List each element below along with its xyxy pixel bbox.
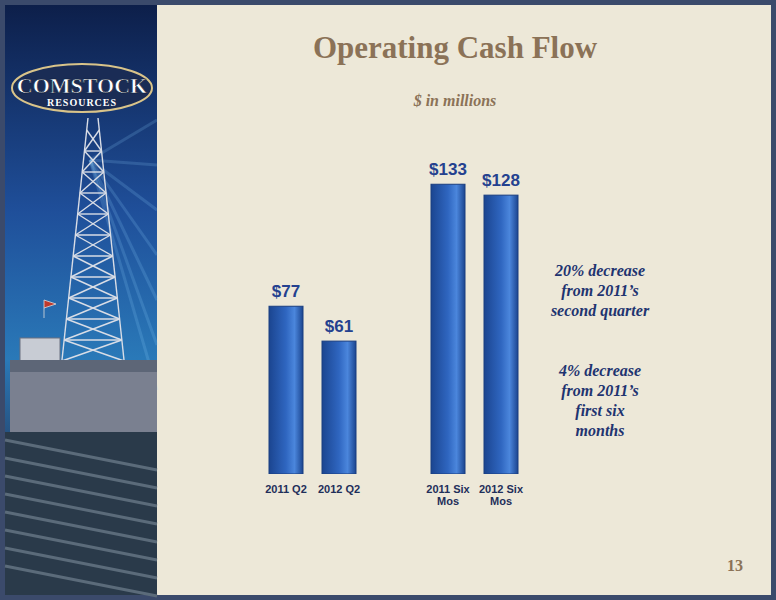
rig-brace bbox=[64, 340, 124, 361]
rig-brace bbox=[73, 235, 110, 256]
pipe bbox=[5, 494, 157, 524]
category-label: 2012 SixMos bbox=[479, 483, 524, 507]
text-line: 4% decrease bbox=[558, 362, 641, 379]
rig-brace bbox=[75, 235, 112, 256]
rig-brace bbox=[75, 214, 108, 235]
data-label: $133 bbox=[429, 160, 467, 179]
slide: COMSTOCKRESOURCES Operating Cash Flow $ in… bbox=[0, 0, 776, 600]
bar bbox=[322, 341, 356, 474]
light-ray bbox=[90, 160, 157, 165]
data-label: $77 bbox=[272, 282, 300, 301]
rig-leg bbox=[98, 118, 124, 360]
rig-deck bbox=[10, 360, 157, 372]
data-label: $128 bbox=[482, 171, 520, 190]
rig-brace bbox=[64, 319, 119, 340]
bars bbox=[269, 184, 518, 474]
text-line: from 2011’s bbox=[561, 382, 638, 400]
logo-name: COMSTOCK bbox=[17, 73, 147, 98]
rig-brace bbox=[80, 172, 104, 193]
text-line: Mos bbox=[437, 495, 459, 507]
rig-leg bbox=[62, 118, 88, 360]
rig-rung bbox=[75, 234, 110, 235]
rig-brace bbox=[87, 130, 102, 151]
text-line: second quarter bbox=[550, 302, 650, 320]
rig-rung bbox=[78, 213, 109, 214]
subtitle: $ in millions bbox=[413, 92, 497, 109]
text-line: 2011 Six bbox=[426, 483, 470, 495]
title: Operating Cash Flow bbox=[313, 30, 598, 65]
text-line: Mos bbox=[490, 495, 512, 507]
rig-rung bbox=[84, 150, 101, 151]
rig-brace bbox=[78, 193, 106, 214]
rig-brace bbox=[69, 298, 120, 319]
text-line: from 2011’s bbox=[561, 282, 638, 300]
rig-rung bbox=[73, 255, 113, 256]
rig-brace bbox=[84, 130, 99, 151]
pipe bbox=[5, 548, 157, 578]
bar bbox=[269, 306, 303, 474]
rig-brace bbox=[71, 277, 117, 298]
frame bbox=[0, 0, 776, 600]
text-line: months bbox=[576, 422, 625, 439]
pipe bbox=[5, 566, 157, 596]
rig-brace bbox=[82, 172, 106, 193]
text-line: 2012 Q2 bbox=[318, 483, 360, 495]
logo-badge bbox=[12, 64, 152, 112]
rig bbox=[62, 118, 124, 361]
annotation: 20% decrease from 2011’s second quarter bbox=[550, 262, 650, 320]
pipe bbox=[5, 530, 157, 560]
data-label: $61 bbox=[325, 317, 353, 336]
side-panel bbox=[5, 5, 157, 595]
category-label: 2011 Q2 bbox=[265, 483, 307, 495]
text-line: 2012 Six bbox=[479, 483, 524, 495]
bar bbox=[431, 184, 465, 474]
rig-rung bbox=[64, 339, 122, 340]
pipe bbox=[5, 440, 157, 470]
pipe bbox=[5, 512, 157, 542]
text-line: 20% decrease bbox=[554, 262, 645, 279]
category-label: 2011 SixMos bbox=[426, 483, 470, 507]
pipe bbox=[5, 476, 157, 506]
pipe bbox=[5, 458, 157, 488]
rig-rung bbox=[69, 297, 118, 298]
rig-rung bbox=[71, 276, 115, 277]
text-line: 2011 Q2 bbox=[265, 483, 307, 495]
rig-brace bbox=[82, 151, 101, 172]
text-line: first six bbox=[575, 402, 624, 420]
rig-brace bbox=[69, 277, 115, 298]
rig-brace bbox=[71, 256, 113, 277]
rig-rung bbox=[80, 192, 106, 193]
rig-base bbox=[10, 372, 157, 432]
page-number: 13 bbox=[727, 557, 743, 574]
annotation: 4% decrease from 2011’s first six months bbox=[558, 362, 641, 439]
bar bbox=[484, 195, 518, 474]
rig-rung bbox=[82, 171, 104, 172]
rig-brace bbox=[78, 214, 111, 235]
ground bbox=[5, 432, 157, 595]
flag bbox=[44, 300, 56, 318]
rig-brace bbox=[62, 340, 122, 361]
rig-brace bbox=[84, 151, 103, 172]
content-area bbox=[157, 5, 771, 595]
rig-rung bbox=[66, 318, 119, 319]
rig-brace bbox=[66, 319, 121, 340]
category-label: 2012 Q2 bbox=[318, 483, 360, 495]
rig-brace bbox=[73, 256, 115, 277]
rig-brace bbox=[80, 193, 108, 214]
logo-subname: RESOURCES bbox=[47, 97, 117, 108]
rig-brace bbox=[66, 298, 117, 319]
